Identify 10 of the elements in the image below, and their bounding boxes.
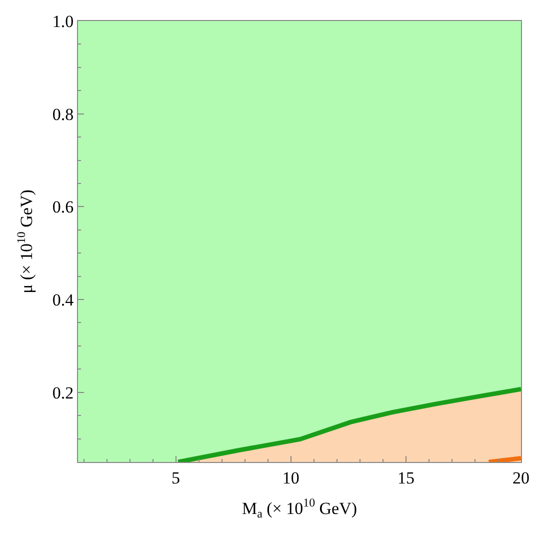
x-tick-label: 5 xyxy=(172,468,180,488)
x-axis-title: M$_{a}$ (× 10$^{10}$ GeV) xyxy=(242,496,358,520)
y-tick-label: 0.8 xyxy=(52,104,74,124)
x-tick-label: 20 xyxy=(512,468,530,488)
y-tick-label: 0.4 xyxy=(52,290,74,310)
y-tick-label: 1.0 xyxy=(52,12,74,31)
x-tick-label: 15 xyxy=(397,468,414,488)
y-tick-label: 0.6 xyxy=(52,198,74,217)
y-tick-label: 0.2 xyxy=(52,383,74,402)
x-tick-label: 10 xyxy=(282,468,300,488)
